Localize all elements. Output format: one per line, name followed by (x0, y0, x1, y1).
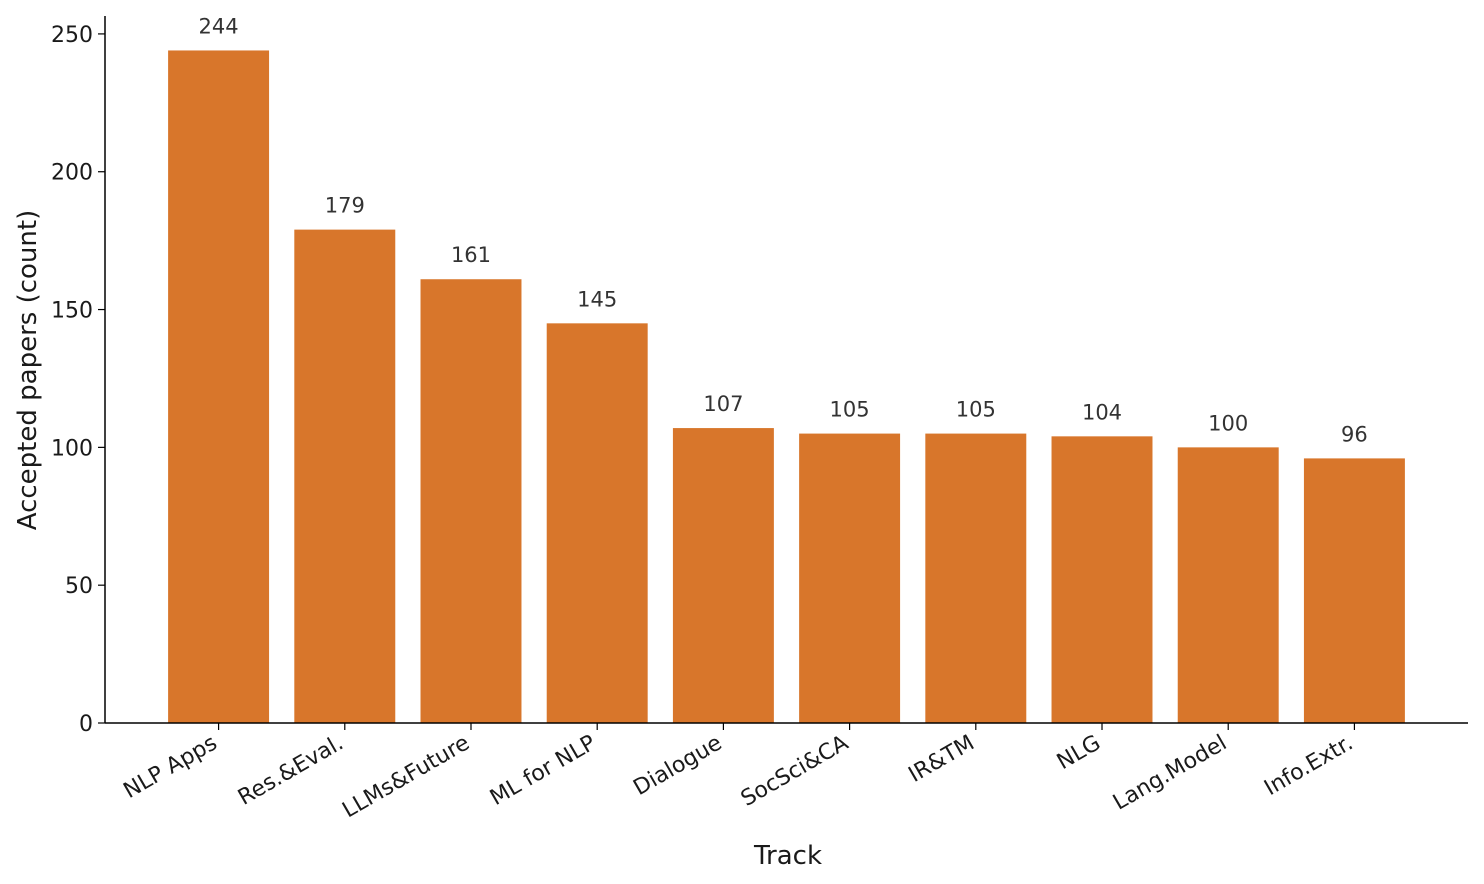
bar (1051, 436, 1153, 723)
value-label: 105 (956, 398, 996, 422)
x-tick-label: SocSci&CA (737, 731, 853, 812)
y-tick-label: 50 (65, 574, 93, 599)
x-tick-label: ML for NLP (486, 731, 600, 811)
bar (1303, 458, 1405, 723)
bar (420, 279, 522, 723)
y-tick-label: 0 (79, 712, 93, 737)
bar (1177, 447, 1279, 723)
y-axis-label: Accepted papers (count) (13, 210, 43, 530)
value-label: 105 (830, 398, 870, 422)
value-label: 145 (577, 287, 617, 311)
bar (168, 50, 270, 724)
x-tick-label: NLP Apps (120, 731, 222, 804)
x-tick-label: Info.Extr. (1260, 731, 1357, 802)
value-label: 161 (451, 243, 491, 267)
y-tick-label: 200 (51, 161, 93, 186)
bar (672, 428, 774, 723)
bar (925, 433, 1027, 723)
y-tick-label: 100 (51, 436, 93, 461)
value-label: 107 (703, 392, 743, 416)
x-tick-label: LLMs&Future (338, 731, 474, 824)
x-axis-label: Track (753, 841, 822, 871)
x-tick-label: NLG (1053, 731, 1105, 776)
value-label: 100 (1208, 411, 1248, 435)
value-label: 104 (1082, 400, 1122, 424)
value-label: 244 (199, 14, 239, 38)
x-tick-label: IR&TM (905, 731, 979, 788)
bar (546, 323, 648, 723)
bar (294, 229, 396, 724)
y-tick-label: 150 (51, 299, 93, 324)
value-label: 179 (325, 194, 365, 218)
x-tick-label: Lang.Model (1109, 731, 1231, 816)
bar (799, 433, 901, 723)
y-tick-label: 250 (51, 23, 93, 48)
x-tick-label: Dialogue (629, 731, 726, 801)
value-label: 96 (1341, 422, 1368, 446)
x-tick-label: Res.&Eval. (234, 731, 348, 811)
